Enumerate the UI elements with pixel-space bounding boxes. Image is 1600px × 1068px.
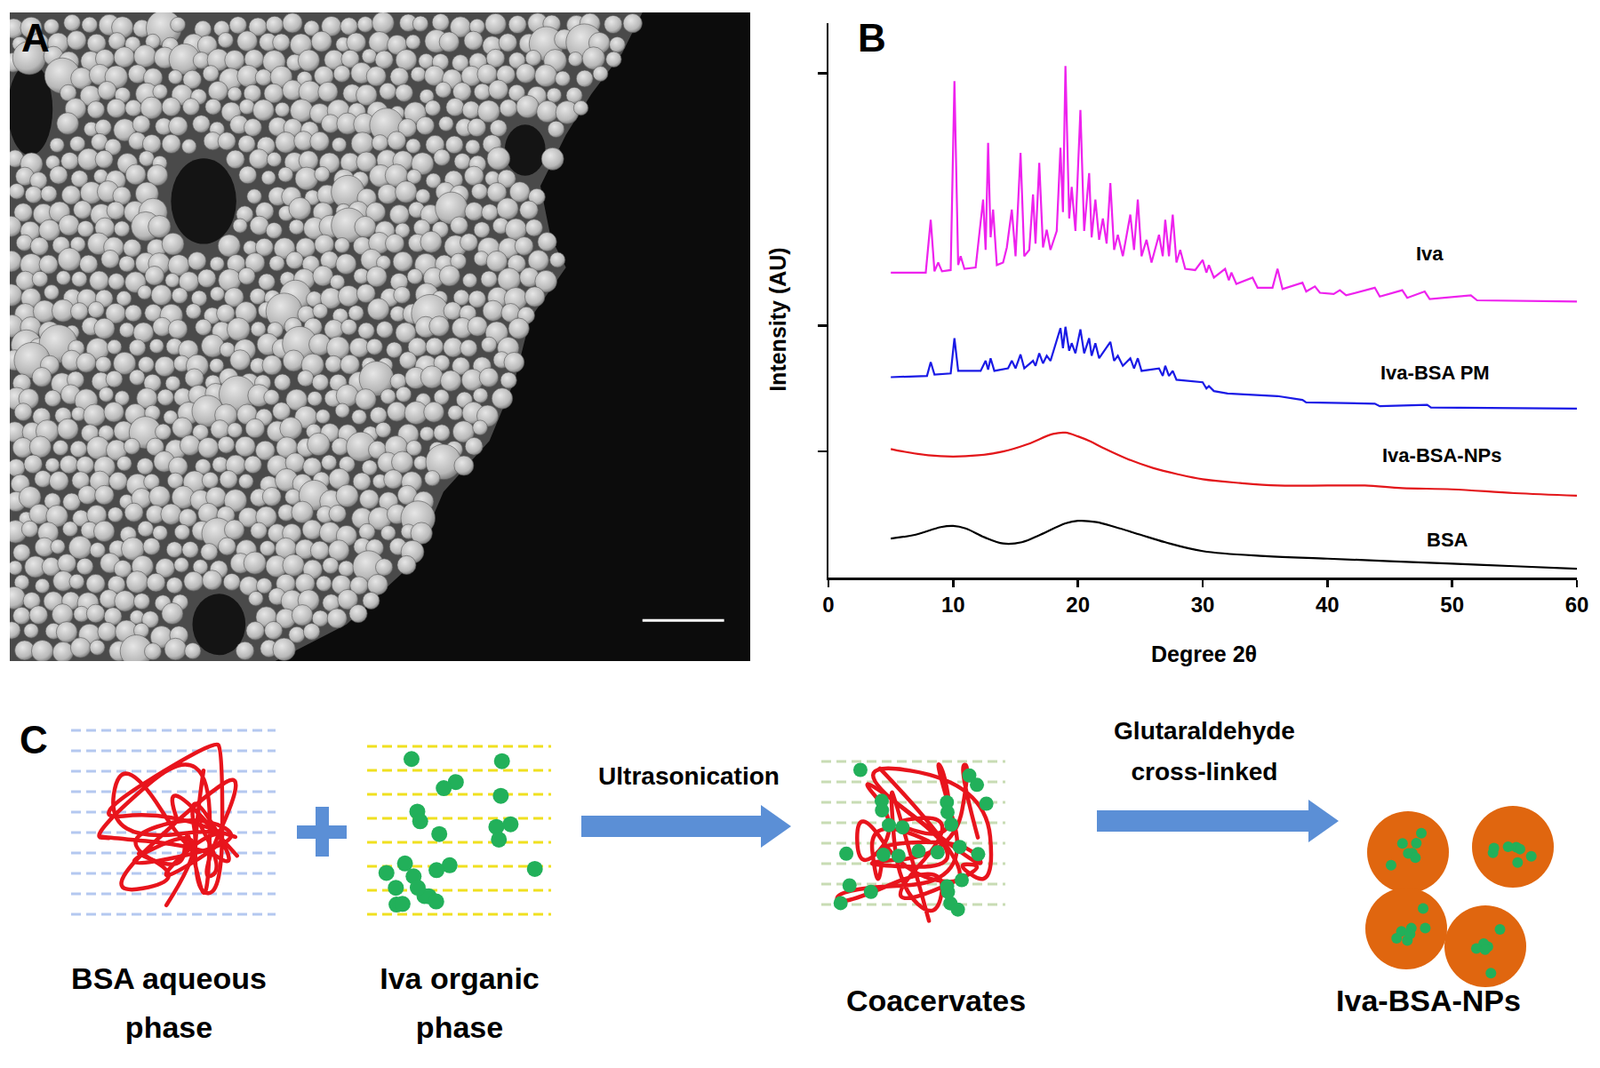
svg-text:10: 10: [941, 592, 966, 617]
svg-text:BSA: BSA: [1426, 528, 1469, 552]
svg-text:Iva-BSA PM: Iva-BSA PM: [1380, 361, 1490, 384]
svg-text:Coacervates: Coacervates: [846, 984, 1026, 1018]
svg-text:20: 20: [1065, 592, 1090, 617]
svg-text:Glutaraldehyde: Glutaraldehyde: [1113, 717, 1296, 745]
svg-text:phase: phase: [416, 1010, 504, 1045]
svg-text:40: 40: [1315, 592, 1340, 617]
svg-text:60: 60: [1565, 592, 1590, 617]
svg-text:B: B: [857, 16, 887, 60]
svg-text:Iva-BSA-NPs: Iva-BSA-NPs: [1382, 444, 1502, 467]
svg-text:30: 30: [1191, 592, 1216, 617]
svg-text:Ultrasonication: Ultrasonication: [598, 762, 780, 791]
svg-text:A: A: [21, 16, 50, 60]
svg-text:Iva-BSA-NPs: Iva-BSA-NPs: [1336, 984, 1521, 1018]
svg-text:50: 50: [1440, 592, 1464, 617]
svg-text:0: 0: [822, 592, 834, 617]
svg-text:Degree 2θ: Degree 2θ: [1151, 641, 1257, 667]
svg-text:Intensity (AU): Intensity (AU): [765, 247, 791, 392]
svg-text:cross-linked: cross-linked: [1131, 758, 1279, 786]
svg-text:Iva organic: Iva organic: [379, 961, 540, 996]
svg-text:Iva: Iva: [1416, 242, 1444, 265]
svg-text:C: C: [19, 718, 48, 762]
svg-text:BSA aqueous: BSA aqueous: [71, 961, 267, 996]
svg-text:phase: phase: [125, 1010, 213, 1045]
